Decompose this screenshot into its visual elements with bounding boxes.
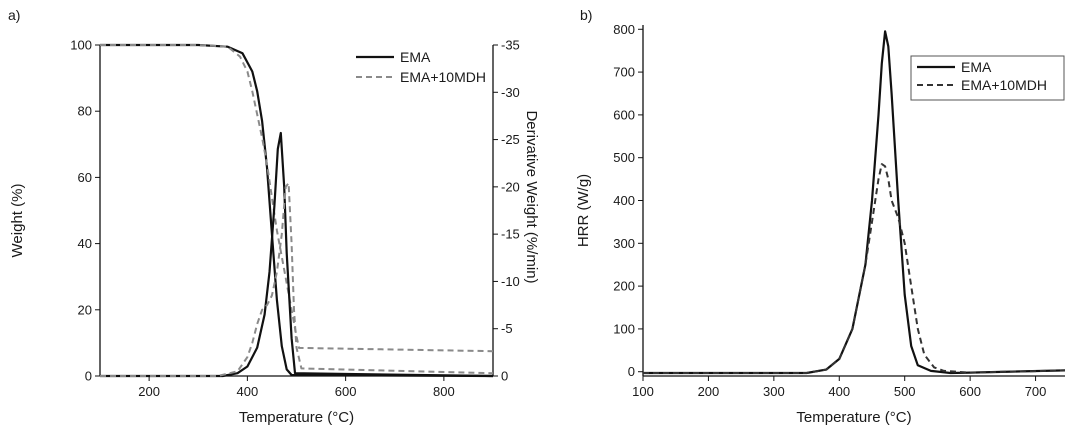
y-axis-title: HRR (W/g) [575, 174, 592, 247]
x-tick-label: 500 [894, 384, 916, 399]
y2-axis-title: Derivative Weight (%/min) [523, 110, 540, 283]
y-tick-label: 100 [70, 38, 92, 53]
x-tick-label: 400 [237, 384, 259, 399]
y2-tick-label: -25 [501, 132, 520, 147]
x-tick-label: 200 [138, 384, 160, 399]
y2-tick-label: -10 [501, 274, 520, 289]
legend-box [910, 55, 1065, 101]
y-tick-label: 300 [613, 236, 635, 251]
series-line-ema-0 [100, 43, 494, 378]
y-tick-label: 500 [613, 150, 635, 165]
legend-label-ema: EMA [400, 49, 431, 65]
series-line-ema-10mdh-3 [100, 182, 494, 377]
panel-label-b: b) [580, 7, 592, 23]
x-axis-title: Temperature (°C) [239, 409, 354, 426]
x-tick-label: 600 [335, 384, 357, 399]
x-axis-title: Temperature (°C) [796, 409, 911, 426]
y-tick-label: 200 [613, 279, 635, 294]
y2-tick-label: -15 [501, 227, 520, 242]
series-line-ema-10mdh-1 [643, 163, 1065, 374]
y-tick-label: 0 [628, 364, 635, 379]
legend-label-ema: EMA [961, 59, 992, 75]
x-tick-label: 400 [828, 384, 850, 399]
legend-label-ema-10mdh: EMA+10MDH [400, 69, 486, 85]
y-tick-label: 20 [78, 302, 92, 317]
x-tick-label: 100 [632, 384, 654, 399]
y-tick-label: 40 [78, 236, 92, 251]
panel-label-a: a) [8, 7, 20, 23]
y-tick-label: 80 [78, 104, 92, 119]
y-tick-label: 600 [613, 107, 635, 122]
y-tick-label: 100 [613, 321, 635, 336]
y-tick-label: 60 [78, 170, 92, 185]
y2-tick-label: -30 [501, 85, 520, 100]
x-tick-label: 200 [698, 384, 720, 399]
y-tick-label: 400 [613, 193, 635, 208]
legend-label-ema-10mdh: EMA+10MDH [961, 77, 1047, 93]
y-tick-label: 700 [613, 65, 635, 80]
x-tick-label: 700 [1025, 384, 1047, 399]
y2-tick-label: -5 [501, 321, 513, 336]
x-tick-label: 800 [433, 384, 455, 399]
y2-tick-label: -20 [501, 179, 520, 194]
y-axis-title: Weight (%) [9, 184, 26, 258]
x-tick-label: 600 [959, 384, 981, 399]
y-tick-label: 800 [613, 22, 635, 37]
y-tick-label: 0 [85, 369, 92, 384]
y2-tick-label: -35 [501, 38, 520, 53]
series-line-ema-10mdh-1 [100, 44, 494, 353]
series-line-ema-2 [100, 131, 494, 378]
y2-tick-label: 0 [501, 369, 508, 384]
x-tick-label: 300 [763, 384, 785, 399]
